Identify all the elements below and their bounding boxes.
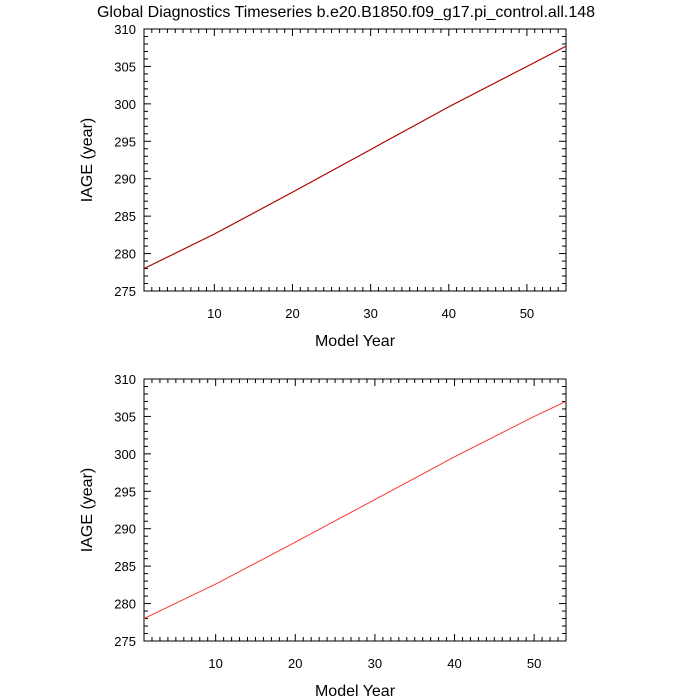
y-tick-label: 280: [114, 247, 136, 262]
top-panel-x-tick-labels: 10 20 30 40 50: [207, 306, 534, 321]
x-tick-label: 10: [207, 306, 221, 321]
y-tick-label: 300: [114, 447, 136, 462]
y-tick-label: 275: [114, 284, 136, 299]
x-tick-label: 30: [368, 656, 382, 671]
top-panel-frame: [143, 28, 567, 292]
y-tick-label: 285: [114, 209, 136, 224]
bottom-panel-x-tick-labels: 10 20 30 40 50: [208, 656, 541, 671]
x-tick-label: 20: [288, 656, 302, 671]
top-panel-series-line-1: [143, 45, 567, 269]
y-tick-label: 295: [114, 134, 136, 149]
y-tick-label: 290: [114, 522, 136, 537]
x-tick-label: 20: [285, 306, 299, 321]
bottom-panel-series-line-0: [143, 401, 567, 619]
top-panel-y-tick-labels: 275 280 285 290 295 300 305 310: [114, 22, 136, 299]
bottom-panel-x-axis-label: Model Year: [315, 683, 396, 700]
y-tick-label: 305: [114, 59, 136, 74]
y-tick-label: 285: [114, 559, 136, 574]
page-title: Global Diagnostics Timeseries b.e20.B185…: [97, 4, 595, 21]
top-panel-series-line-0: [143, 45, 567, 269]
y-tick-label: 310: [114, 372, 136, 387]
x-tick-label: 40: [447, 656, 461, 671]
top-panel-y-axis-label: IAGE (year): [79, 118, 96, 202]
y-tick-label: 275: [114, 634, 136, 649]
top-panel-ticks: [143, 28, 567, 292]
y-tick-label: 295: [114, 484, 136, 499]
x-tick-label: 50: [520, 306, 534, 321]
y-tick-label: 290: [114, 172, 136, 187]
x-tick-label: 30: [363, 306, 377, 321]
x-tick-label: 50: [527, 656, 541, 671]
bottom-panel-series: [143, 401, 567, 619]
top-panel: 10 20 30 40 50 275 280 285 290 295 300 305 310 Mode…: [79, 22, 567, 350]
bottom-panel: 10 20 30 40 50 275 280 285 290 295 300 305 310 Mode…: [79, 372, 567, 700]
bottom-panel-y-tick-labels: 275 280 285 290 295 300 305 310: [114, 372, 136, 649]
x-tick-label: 10: [208, 656, 222, 671]
x-tick-label: 40: [442, 306, 456, 321]
bottom-panel-y-axis-label: IAGE (year): [79, 468, 96, 552]
y-tick-label: 300: [114, 97, 136, 112]
bottom-panel-frame: [143, 378, 567, 642]
y-tick-label: 310: [114, 22, 136, 37]
top-panel-x-axis-label: Model Year: [315, 333, 396, 350]
y-tick-label: 305: [114, 409, 136, 424]
y-tick-label: 280: [114, 597, 136, 612]
bottom-panel-ticks: [143, 378, 567, 642]
top-panel-series: [143, 45, 567, 269]
